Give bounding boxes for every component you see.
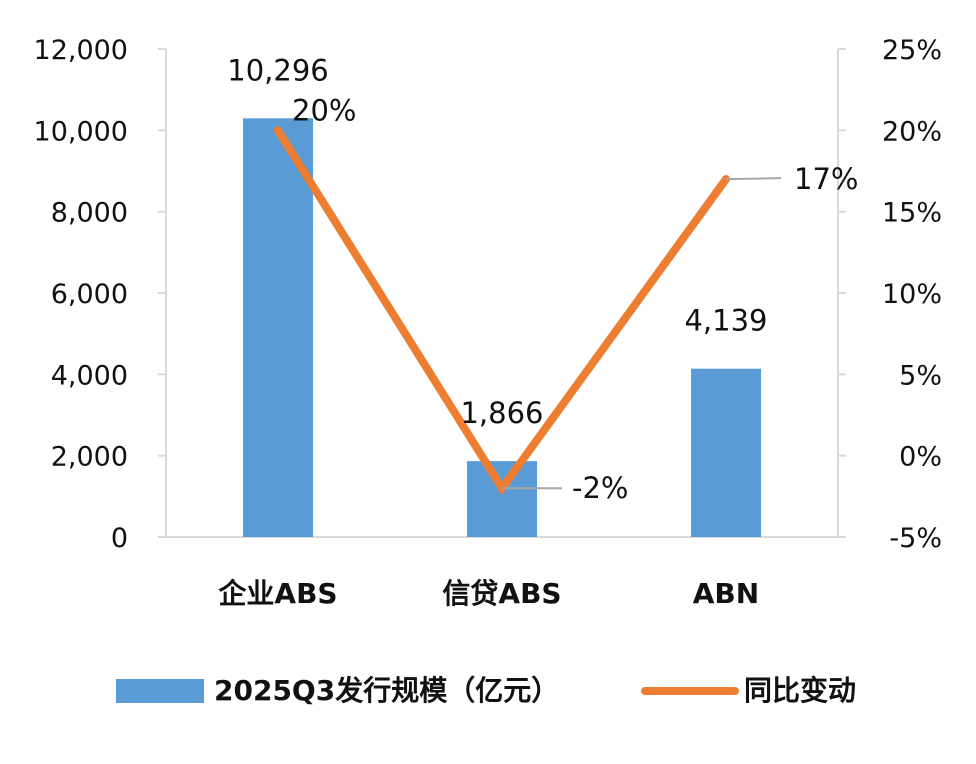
- category-label: 企业ABS: [218, 577, 337, 610]
- right-tick-label: 20%: [882, 116, 942, 147]
- bar-value-label: 4,139: [684, 304, 767, 338]
- line-value-label: 17%: [794, 162, 858, 196]
- legend-label-line: 同比变动: [744, 674, 856, 707]
- left-axis-ticks: 0 2,000 4,000 6,000 8,000 10,000 12,000: [34, 35, 166, 554]
- right-axis-ticks: -5% 0% 5% 10% 15% 20% 25%: [838, 35, 942, 554]
- right-tick-label: 0%: [899, 442, 942, 473]
- bar: [243, 118, 313, 538]
- right-tick-label: 15%: [882, 198, 942, 229]
- leader-line: [725, 177, 782, 181]
- line-series: [274, 126, 730, 496]
- bar: [691, 368, 761, 537]
- left-tick-label: 10,000: [34, 116, 128, 147]
- line-value-label: -2%: [572, 471, 628, 505]
- bar-value-label: 1,866: [460, 396, 543, 430]
- category-label: 信贷ABS: [442, 577, 561, 610]
- left-tick-label: 4,000: [51, 360, 128, 391]
- legend-swatch-bar: [116, 679, 204, 703]
- left-tick-label: 6,000: [51, 279, 128, 310]
- bar-series: [243, 118, 761, 538]
- left-tick-label: 8,000: [51, 198, 128, 229]
- line-value-label: 20%: [292, 93, 356, 127]
- category-label: ABN: [693, 577, 759, 610]
- line-point: [274, 126, 282, 135]
- category-labels: 企业ABS 信贷ABS ABN: [218, 577, 759, 610]
- legend: 2025Q3发行规模（亿元） 同比变动: [116, 674, 856, 707]
- legend-label-bar: 2025Q3发行规模（亿元）: [214, 674, 559, 707]
- left-tick-label: 2,000: [51, 442, 128, 473]
- bar-value-label: 10,296: [227, 53, 328, 87]
- right-tick-label: -5%: [889, 523, 942, 554]
- right-tick-label: 25%: [882, 35, 942, 66]
- left-tick-label: 12,000: [34, 35, 128, 66]
- left-tick-label: 0: [111, 523, 128, 554]
- data-labels: 10,296 1,866 4,139 20% -2% 17%: [227, 53, 858, 505]
- right-tick-label: 5%: [899, 360, 942, 391]
- line-series-path: [274, 126, 730, 496]
- bar: [467, 461, 537, 537]
- right-tick-label: 10%: [882, 279, 942, 310]
